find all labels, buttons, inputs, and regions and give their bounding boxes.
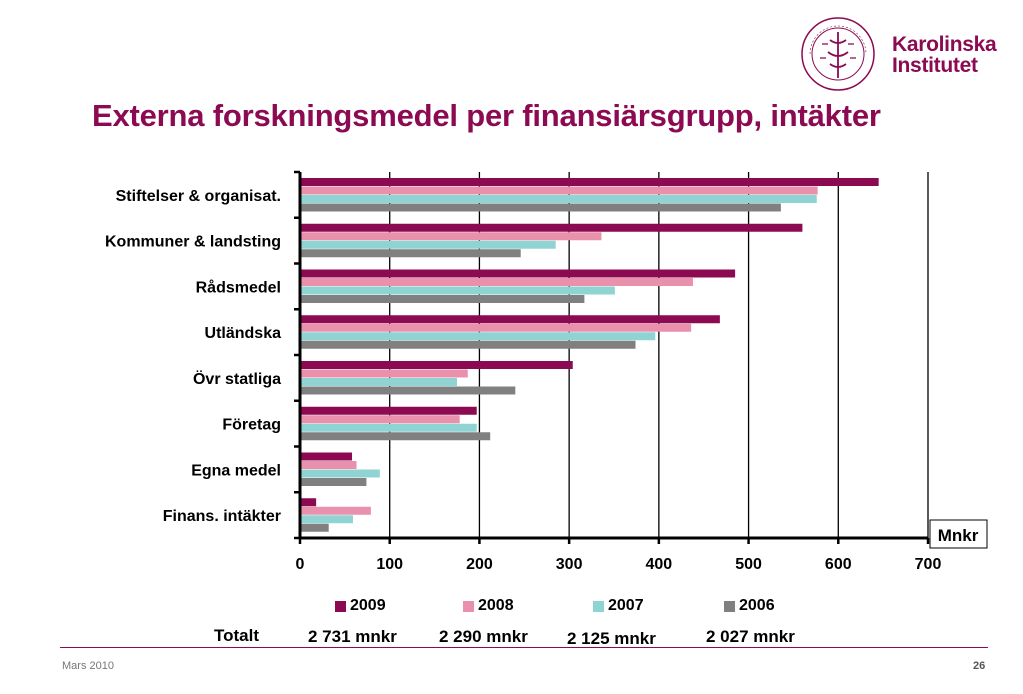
bar-2006-5: [300, 432, 491, 441]
footer-date: Mars 2010: [62, 660, 114, 672]
category-label-2: Rådsmedel: [196, 278, 281, 296]
legend-label-2007: 2007: [608, 597, 644, 614]
legend-item-2008: 2008: [463, 597, 514, 615]
bar-2006-7: [300, 523, 329, 532]
legend-item-2009: 2009: [335, 597, 386, 615]
bar-2009-0: [300, 178, 879, 186]
bar-2007-4: [300, 378, 457, 386]
total-2008: 2 290 mnkr: [439, 627, 528, 646]
legend-swatch-2007: [593, 600, 604, 612]
bar-2008-1: [300, 232, 602, 241]
bar-2007-0: [300, 195, 817, 203]
x-tick-label-300: 300: [556, 556, 583, 573]
bar-2009-7: [300, 498, 317, 507]
bar-2007-5: [300, 423, 477, 432]
logo-line-1: Karolinska: [892, 33, 997, 56]
bar-2007-6: [300, 469, 380, 478]
bar-2007-7: [300, 515, 353, 524]
bar-chart: Stiftelser & organisat. Kommuner & landst…: [105, 170, 988, 573]
bar-2008-5: [300, 415, 460, 424]
category-label-1: Kommuner & landsting: [105, 234, 281, 251]
bar-2008-6: [300, 461, 357, 469]
bar-2007-2: [300, 286, 615, 295]
page-number: 26: [973, 660, 986, 672]
bar-2006-3: [300, 340, 636, 349]
category-label-6: Egna medel: [191, 462, 281, 479]
x-tick-label-600: 600: [825, 556, 852, 573]
footer-divider: [60, 647, 988, 648]
legend-swatch-2009: [335, 600, 346, 612]
bar-2009-3: [300, 315, 720, 324]
bar-2009-6: [300, 452, 353, 461]
x-tick-label-500: 500: [735, 556, 762, 573]
legend-label-2006: 2006: [739, 597, 775, 614]
bar-2008-4: [300, 369, 468, 378]
bar-2006-2: [300, 295, 585, 303]
category-label-4: Övr statliga: [193, 369, 281, 388]
legend-swatch-2008: [463, 600, 474, 612]
total-2007: 2 125 mnkr: [567, 629, 656, 648]
category-label-7: Finans. intäkter: [163, 508, 281, 525]
legend-label-2008: 2008: [478, 597, 514, 614]
total-2006: 2 027 mnkr: [706, 627, 795, 646]
bar-2007-3: [300, 332, 656, 341]
totals-label: Totalt: [214, 626, 260, 645]
bar-2008-0: [300, 186, 818, 195]
bar-2009-1: [300, 223, 803, 232]
bar-2006-4: [300, 386, 516, 395]
x-tick-label-200: 200: [466, 556, 493, 573]
unit-box: [929, 519, 988, 549]
x-tick-label-700: 700: [915, 556, 942, 573]
x-tick-label-100: 100: [376, 556, 403, 573]
bar-2008-7: [300, 506, 371, 515]
legend-item-2007: 2007: [593, 597, 644, 615]
legend-swatch-2006: [724, 600, 735, 612]
bar-2008-2: [300, 278, 693, 286]
x-tick-label-400: 400: [646, 556, 673, 573]
category-label-5: Företag: [222, 417, 281, 434]
unit-label: Mnkr: [938, 526, 979, 545]
legend-label-2009: 2009: [350, 597, 386, 614]
category-label-0: Stiftelser & organisat.: [116, 188, 281, 205]
bar-2009-4: [300, 361, 573, 369]
bar-2008-3: [300, 323, 692, 332]
slide-title: Externa forskningsmedel per finansiärsgr…: [92, 98, 881, 133]
chart-legend: 2009 2008 2007 2006: [0, 597, 1023, 617]
category-label-3: Utländska: [205, 325, 282, 342]
x-tick-label-0: 0: [296, 556, 305, 573]
bar-2006-0: [300, 203, 781, 212]
total-2009: 2 731 mnkr: [308, 627, 397, 646]
bar-2006-6: [300, 478, 367, 486]
bar-2007-1: [300, 240, 556, 249]
logo-line-2: Institutet: [892, 54, 978, 77]
bar-2006-1: [300, 249, 521, 258]
bar-2009-5: [300, 406, 477, 415]
karolinska-logo-seal: [801, 17, 875, 91]
legend-item-2006: 2006: [724, 597, 775, 615]
logo-wordmark: Karolinska Institutet: [892, 33, 997, 77]
bar-2009-2: [300, 269, 736, 278]
